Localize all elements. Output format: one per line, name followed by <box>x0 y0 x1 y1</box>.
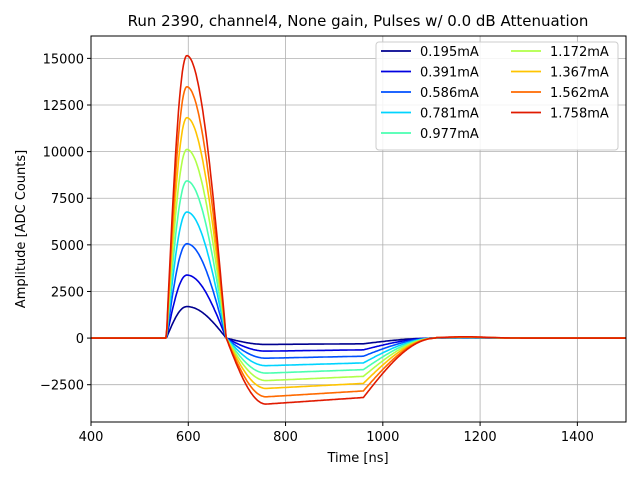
y-tick-label: 2500 <box>51 285 84 300</box>
legend-label: 1.562mA <box>550 86 609 101</box>
x-tick-label: 1000 <box>366 430 399 445</box>
legend-label: 1.172mA <box>550 45 609 60</box>
legend-label: 0.195mA <box>420 45 479 60</box>
legend-label: 0.977mA <box>420 127 479 142</box>
chart-title: Run 2390, channel4, None gain, Pulses w/… <box>128 12 589 30</box>
x-tick-label: 1200 <box>464 430 497 445</box>
legend: 0.195mA 0.391mA 0.586mA 0.781mA 0.977mA 1.172… <box>375 41 619 151</box>
series-lines <box>91 54 626 405</box>
y-tick-label: 5000 <box>51 239 84 254</box>
y-tick-label: 10000 <box>43 146 84 161</box>
legend-label: 0.391mA <box>420 66 479 81</box>
plot-frame <box>90 35 627 423</box>
y-tick-label: 15000 <box>43 52 84 67</box>
y-axis-label: Amplitude [ADC Counts] <box>14 150 29 308</box>
legend-label: 0.586mA <box>420 86 479 101</box>
series-line <box>91 54 626 405</box>
x-axis-label: Time [ns] <box>326 451 388 466</box>
legend-label: 0.781mA <box>420 107 479 122</box>
y-tick-label: 7500 <box>51 192 84 207</box>
y-tick-label: −2500 <box>40 379 84 394</box>
x-tick-label: 1400 <box>561 430 594 445</box>
y-axis-ticks: −2500 0 2500 5000 7500 10000 12500 15000 <box>40 52 91 394</box>
legend-label: 1.367mA <box>550 66 609 81</box>
x-tick-label: 800 <box>273 430 298 445</box>
y-tick-label: 0 <box>76 332 84 347</box>
x-axis-ticks: 400 600 800 1000 1200 1400 <box>79 422 594 445</box>
legend-label: 1.758mA <box>550 107 609 122</box>
y-tick-label: 12500 <box>43 99 84 114</box>
x-tick-label: 600 <box>176 430 201 445</box>
x-tick-label: 400 <box>79 430 104 445</box>
legend-box <box>375 41 619 151</box>
